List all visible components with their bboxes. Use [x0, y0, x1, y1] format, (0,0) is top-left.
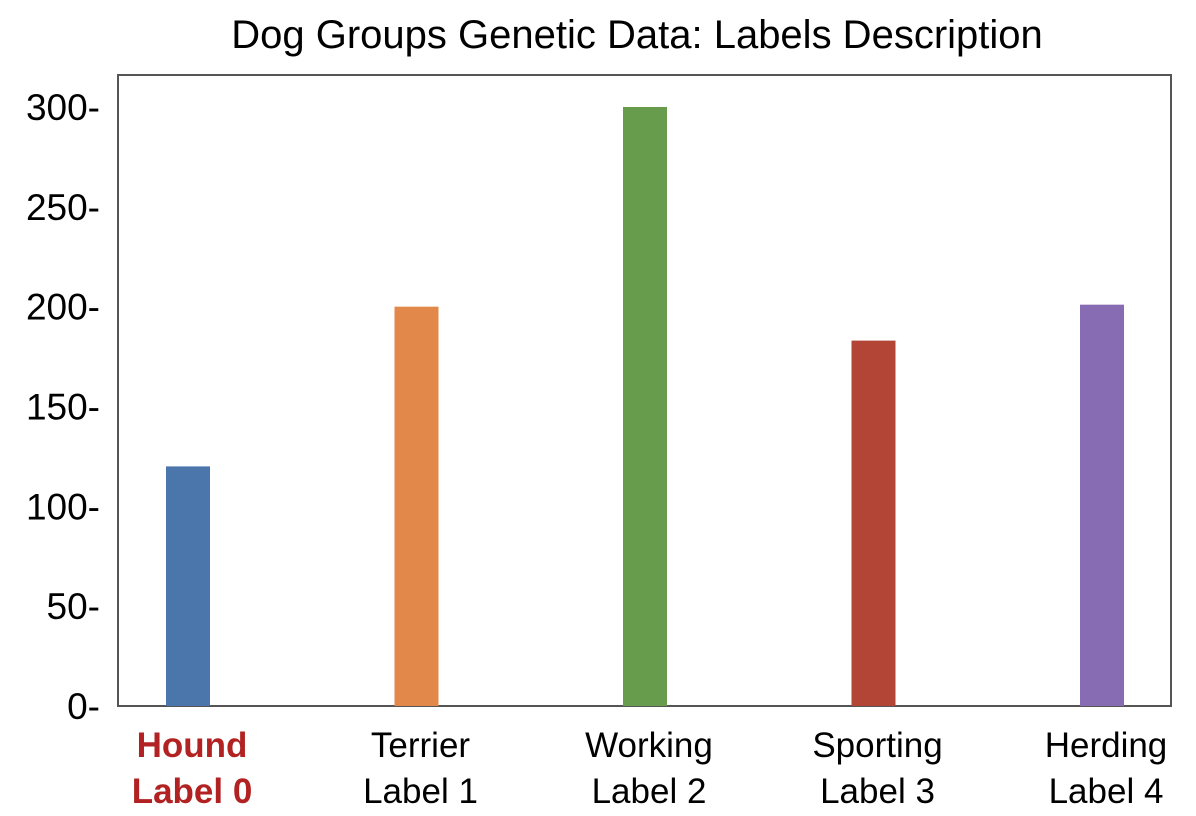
x-tick-label-index: Label 1 — [363, 772, 478, 811]
y-axis: 0- 50- 100- 150- 200- 250- 300- — [26, 87, 100, 727]
y-tick-label: 250- — [26, 187, 100, 228]
x-tick-label-group: Working — [585, 726, 713, 765]
x-tick-label-group: Hound — [137, 726, 248, 765]
y-tick-label: 100- — [26, 486, 100, 527]
x-tick-label-group: Terrier — [371, 726, 471, 765]
y-tick-label: 200- — [26, 287, 100, 328]
x-tick-label-index: Label 2 — [592, 772, 707, 811]
bar-working — [623, 107, 667, 706]
x-tick-label-group: Sporting — [812, 726, 942, 765]
bar-herding — [1080, 304, 1124, 706]
chart-title: Dog Groups Genetic Data: Labels Descript… — [231, 13, 1043, 57]
bar-terrier — [394, 306, 439, 706]
y-tick-label: 150- — [26, 387, 100, 428]
x-tick-label-index: Label 4 — [1049, 772, 1164, 811]
y-tick-label: 0- — [67, 686, 100, 727]
x-tick-label-index: Label 3 — [820, 772, 935, 811]
bars — [166, 107, 1124, 706]
x-axis: Hound Label 0 Terrier Label 1 Working Label 2… — [132, 726, 1168, 811]
y-tick-label: 50- — [47, 586, 100, 627]
bar-hound — [166, 466, 210, 706]
x-tick-label-index: Label 0 — [132, 772, 253, 811]
y-tick-label: 300- — [26, 87, 100, 128]
bar-sporting — [851, 340, 896, 706]
x-tick-label-group: Herding — [1045, 726, 1168, 765]
